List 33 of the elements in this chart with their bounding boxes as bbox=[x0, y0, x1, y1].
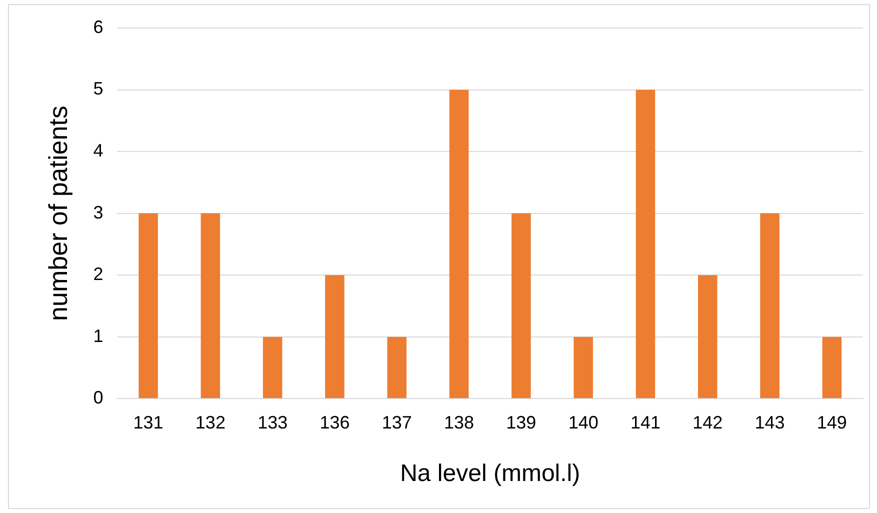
x-tick-label: 131 bbox=[133, 412, 164, 432]
y-tick-label: 1 bbox=[93, 326, 104, 346]
bar bbox=[822, 336, 842, 398]
bar bbox=[636, 90, 656, 398]
bar bbox=[387, 336, 407, 398]
x-tick-label: 136 bbox=[320, 412, 350, 432]
bar bbox=[325, 275, 344, 398]
y-tick-label: 3 bbox=[93, 202, 104, 222]
x-tick-label: 143 bbox=[754, 412, 785, 432]
x-tick-label: 137 bbox=[382, 412, 412, 432]
x-tick-label: 138 bbox=[444, 412, 474, 432]
x-tick-label: 142 bbox=[692, 412, 723, 432]
bar bbox=[449, 90, 469, 398]
bar bbox=[574, 336, 593, 398]
bar bbox=[200, 213, 220, 398]
x-axis-title: Na level (mmol.l) bbox=[400, 460, 580, 488]
y-tick-label: 2 bbox=[93, 264, 104, 284]
bar bbox=[262, 336, 282, 398]
x-tick-label: 133 bbox=[258, 412, 288, 432]
x-tick-label: 139 bbox=[506, 412, 536, 432]
x-tick-label: 149 bbox=[816, 412, 847, 432]
x-tick-label: 140 bbox=[568, 412, 598, 432]
y-tick-label: 0 bbox=[93, 388, 104, 408]
y-tick-label: 6 bbox=[93, 16, 104, 37]
x-tick-label: 141 bbox=[630, 412, 660, 432]
y-axis-title: number of patients bbox=[42, 106, 73, 321]
bar bbox=[138, 213, 158, 398]
bar bbox=[760, 213, 780, 398]
bar bbox=[698, 275, 718, 398]
x-tick-label: 132 bbox=[195, 412, 226, 432]
y-tick-label: 5 bbox=[93, 78, 104, 99]
y-tick-label: 4 bbox=[93, 140, 104, 160]
bar bbox=[512, 213, 531, 398]
